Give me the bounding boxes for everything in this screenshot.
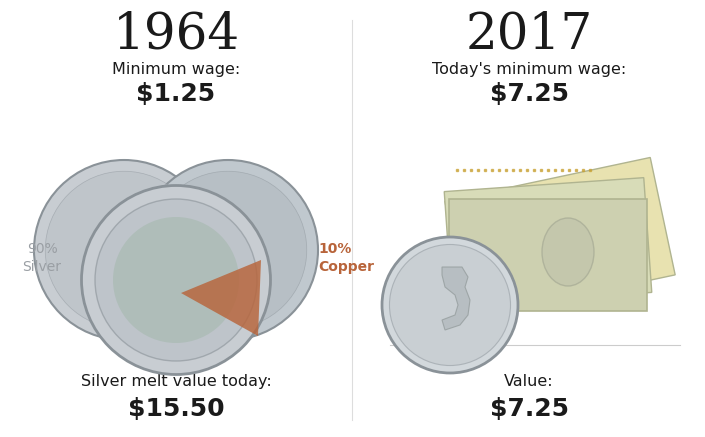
Text: 10%
Copper: 10% Copper <box>318 243 374 274</box>
Ellipse shape <box>149 171 307 329</box>
Polygon shape <box>181 260 261 336</box>
Ellipse shape <box>542 218 594 286</box>
Ellipse shape <box>389 244 510 365</box>
Text: Value:: Value: <box>504 374 554 389</box>
Ellipse shape <box>82 185 271 375</box>
Ellipse shape <box>113 217 239 343</box>
Ellipse shape <box>95 199 257 361</box>
Polygon shape <box>445 157 675 319</box>
Text: $7.25: $7.25 <box>489 397 568 421</box>
Text: $1.25: $1.25 <box>137 82 216 106</box>
Text: Silver melt value today:: Silver melt value today: <box>80 374 271 389</box>
Text: 90%
Silver: 90% Silver <box>23 243 61 274</box>
Text: Minimum wage:: Minimum wage: <box>112 62 240 77</box>
Text: 2017: 2017 <box>465 10 593 59</box>
Text: Today's minimum wage:: Today's minimum wage: <box>432 62 626 77</box>
Polygon shape <box>442 267 470 330</box>
Ellipse shape <box>138 160 318 340</box>
Text: $7.25: $7.25 <box>489 82 568 106</box>
Ellipse shape <box>382 237 518 373</box>
Polygon shape <box>444 178 651 306</box>
Ellipse shape <box>34 160 214 340</box>
Ellipse shape <box>45 171 203 329</box>
Text: 1964: 1964 <box>112 10 240 59</box>
Text: $15.50: $15.50 <box>128 397 224 421</box>
Polygon shape <box>449 199 647 311</box>
